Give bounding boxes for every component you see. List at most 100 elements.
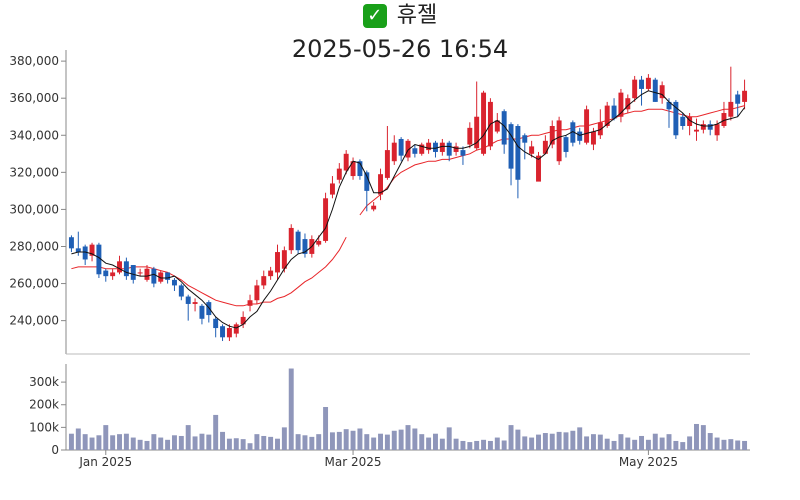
volume-bar [165,439,171,450]
candle [577,127,583,145]
volume-bar [96,435,102,450]
candle [233,322,239,338]
candle-body [103,270,109,277]
candle [645,74,651,91]
candle [453,142,459,156]
candle [391,135,397,165]
volume-bar [652,433,658,450]
volume-bar [728,439,734,450]
candle-body [137,272,143,274]
volume-bar [467,442,473,450]
candle [275,244,280,280]
volume-bar [199,433,205,450]
volume-bar [673,440,679,450]
candle-body [700,124,706,130]
candle [213,316,219,338]
candle [323,192,329,243]
price-y-tick-label: 320,000 [9,165,59,179]
volume-bar [384,434,390,450]
volume-bar [309,436,315,450]
candle-body [171,279,177,286]
candle-body [721,113,727,126]
candle [123,257,129,280]
candle [659,81,665,104]
candle-body [206,302,212,316]
candle-body [316,240,322,245]
candle [639,75,645,106]
stock-name: 휴젤 [396,3,438,28]
candle [364,170,370,212]
candle-body [302,239,308,254]
candle [254,279,260,304]
volume-bar [563,432,569,450]
volume-bar [268,436,274,450]
volume-bar [144,440,150,450]
volume-bar [336,431,342,450]
candle-body [391,142,397,162]
volume-bar [721,439,727,450]
candle [371,202,377,212]
candle [728,66,734,121]
candle-body [742,90,748,102]
candle-body [192,302,198,304]
candle [89,242,95,262]
candle-body [357,161,363,177]
candle [515,124,521,199]
candle [247,294,253,312]
candle-body [577,131,583,141]
candle [439,138,445,156]
candle-body [130,265,136,280]
candle [433,140,438,158]
volume-bar [426,437,432,450]
candle-body [247,300,253,306]
candle-body [240,316,246,325]
candle [508,122,514,186]
candle [343,150,349,175]
candle [151,266,157,288]
candle-body [597,122,603,136]
candle [735,90,741,117]
volume-bar [439,438,445,450]
volume-bar [687,436,693,450]
volume-bar [481,439,487,450]
candle-body [117,261,122,273]
candle [144,265,150,282]
candle [288,224,294,254]
candle-body [515,126,521,180]
candle [556,116,562,165]
volume-bar [556,431,562,450]
volume-bar [130,437,136,450]
volume-bar [577,427,583,450]
volume-bar [433,433,438,450]
candle [419,142,425,156]
volume-bar [611,440,617,450]
volume-bar [694,423,699,450]
candle-body [460,150,466,156]
volume-bar [618,434,624,450]
volume-bar [508,425,514,450]
volume-bar [364,434,370,450]
ma-long-line [71,105,745,307]
volume-bar [412,428,418,450]
candle [687,113,693,136]
volume-bar [391,430,397,450]
volume-bar [329,432,335,450]
candle [494,113,500,134]
candle-body [96,244,102,275]
volume-bar [357,428,363,450]
candle [178,283,184,301]
volume-bar [570,430,576,450]
candle-body [639,79,645,89]
volume-bar [398,429,404,450]
candle [295,229,301,254]
candle [426,138,432,154]
volume-bar [68,433,74,450]
candle-body [261,276,267,286]
candle [82,244,88,266]
candle-body [405,140,411,158]
volume-bar [474,440,480,450]
x-tick-label: May 2025 [619,455,678,469]
candle [474,81,480,151]
volume-bar [117,434,122,450]
